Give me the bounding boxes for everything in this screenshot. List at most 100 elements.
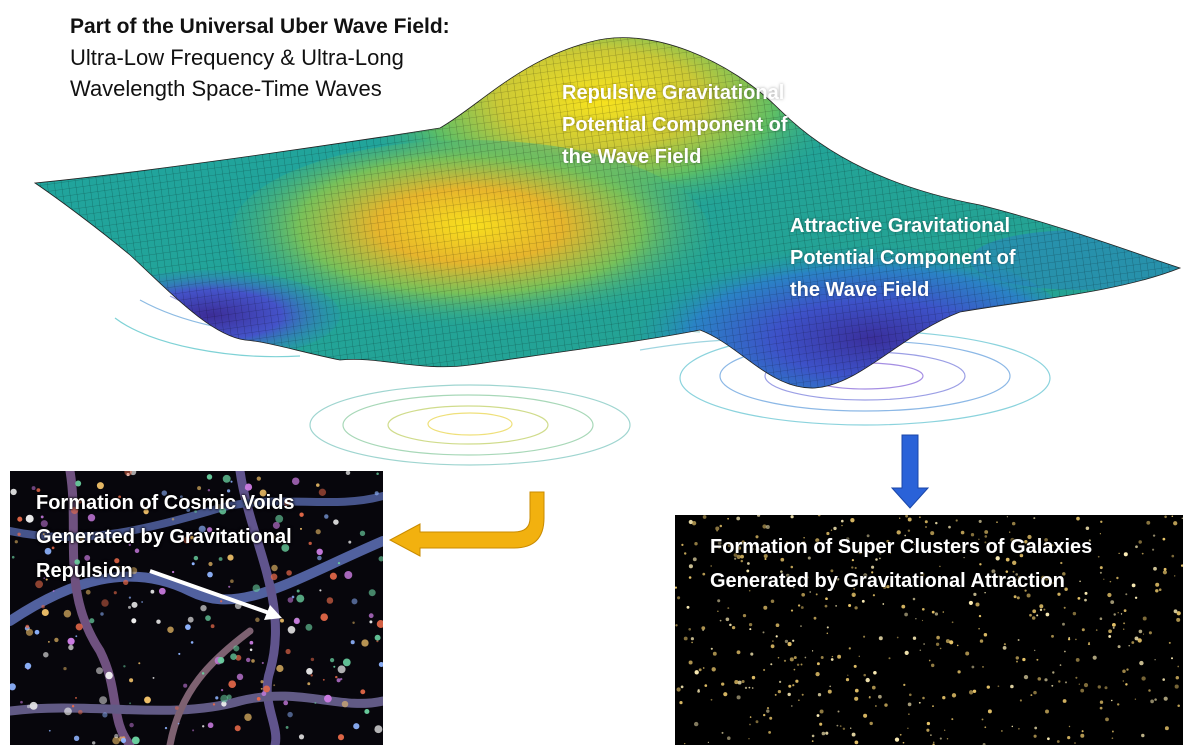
galaxy-speck [141,601,143,603]
galaxy-speck [129,702,132,705]
galaxy-dot [718,546,721,549]
galaxy-dot [921,607,925,611]
galaxy-dot [775,635,778,638]
galaxy-speck [351,598,358,605]
galaxy-speck [215,696,219,700]
galaxy-speck [244,483,253,491]
galaxy-dot [995,556,1000,561]
galaxy-dot [829,685,832,688]
galaxy-dot [1123,628,1125,630]
galaxy-dot [1072,611,1077,616]
galaxy-dot [907,517,912,522]
galaxy-dot [1031,616,1036,620]
galaxy-dot [1117,612,1119,614]
galaxy-dot [913,543,916,545]
galaxy-dot [688,627,692,631]
galaxy-dot [1029,613,1032,617]
galaxy-speck [337,665,346,674]
galaxy-dot [1123,622,1126,625]
galaxy-speck [342,658,351,667]
galaxy-dot [996,521,998,523]
galaxy-dot [951,718,954,721]
galaxy-speck [210,624,215,629]
galaxy-dot [1173,521,1178,526]
galaxy-speck [118,495,122,499]
galaxy-dot [704,684,708,687]
galaxy-speck [48,729,51,732]
galaxy-dot [1099,533,1101,535]
galaxy-dot [701,626,706,630]
galaxy-dot [751,687,754,689]
cosmic-voids-panel: Formation of Cosmic Voids Generated by G… [10,471,383,745]
attractive-label-line-3: the Wave Field [790,279,930,301]
galaxy-dot [683,636,688,641]
galaxy-dot [912,636,917,640]
galaxy-speck [14,540,18,544]
galaxy-dot [815,538,820,543]
galaxy-dot [899,517,901,519]
super-clusters-caption: Formation of Super Clusters of Galaxies … [710,530,1180,598]
galaxy-cluster-image [675,515,1183,745]
galaxy-dot [1017,639,1020,641]
attractive-label-line-2: Potential Component of [790,247,1016,269]
galaxy-speck [318,488,327,496]
galaxy-dot [948,525,951,529]
galaxy-dot [1062,622,1065,626]
galaxy-dot [784,639,789,644]
galaxy-speck [183,683,188,688]
galaxy-dot [675,586,677,589]
galaxy-speck [255,617,260,623]
galaxy-dot [1128,644,1130,647]
galaxy-dot [1044,678,1048,682]
galaxy-speck [190,535,194,540]
galaxy-speck [43,651,49,658]
galaxy-speck [336,678,341,683]
galaxy-speck [134,548,140,554]
galaxy-speck [376,620,383,628]
galaxy-speck [251,659,255,663]
galaxy-speck [75,480,82,487]
galaxy-dot [930,663,935,668]
galaxy-dot [827,689,832,694]
galaxy-dot [875,558,878,561]
galaxy-dot [826,531,830,536]
galaxy-dot [1010,537,1015,543]
galaxy-dot [854,696,859,701]
galaxy-dot [718,583,722,587]
galaxy-dot [905,515,909,518]
galaxy-dot [801,592,806,597]
galaxy-dot [1079,580,1081,583]
galaxy-speck [340,677,343,681]
galaxy-dot [1033,734,1037,738]
galaxy-dot [854,740,859,745]
galaxy-dot [1002,646,1007,650]
galaxy-dot [751,547,755,551]
galaxy-dot [879,551,882,555]
galaxy-speck [369,620,373,624]
galaxy-dot [1174,575,1176,577]
galaxy-dot [851,558,855,562]
galaxy-speck [296,589,300,593]
galaxy-dot [748,737,750,740]
voids-caption-line-3: Repulsion [36,560,133,582]
galaxy-speck [75,623,83,631]
galaxy-dot [991,569,996,574]
voids-caption-line-2: Generated by Gravitational [36,526,292,548]
galaxy-dot [777,656,780,659]
galaxy-dot [766,707,770,710]
galaxy-dot [1039,608,1043,612]
galaxy-dot [1152,534,1156,537]
galaxy-dot [742,613,747,618]
galaxy-dot [795,679,799,683]
galaxy-dot [1039,604,1044,609]
galaxy-speck [92,741,96,745]
galaxy-speck [285,725,289,729]
galaxy-dot [1016,660,1018,663]
galaxy-dot [939,565,941,568]
galaxy-speck [364,708,370,715]
galaxy-dot [811,740,814,742]
galaxy-dot [770,599,775,603]
galaxy-speck [178,652,181,655]
galaxy-dot [712,651,717,656]
galaxy-dot [823,542,825,545]
